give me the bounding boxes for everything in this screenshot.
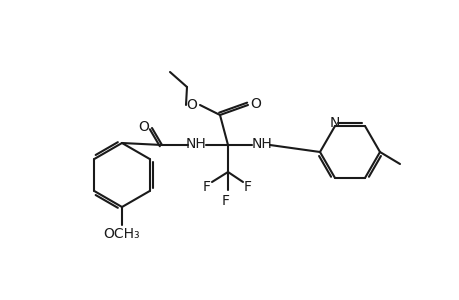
Text: F: F	[243, 180, 252, 194]
Text: NH: NH	[251, 137, 272, 151]
Text: F: F	[222, 194, 230, 208]
Text: O: O	[186, 98, 197, 112]
Text: O: O	[138, 120, 149, 134]
Text: OCH₃: OCH₃	[103, 227, 140, 241]
Text: O: O	[250, 97, 261, 111]
Text: F: F	[202, 180, 211, 194]
Text: NH: NH	[185, 137, 206, 151]
Text: N: N	[329, 116, 340, 130]
